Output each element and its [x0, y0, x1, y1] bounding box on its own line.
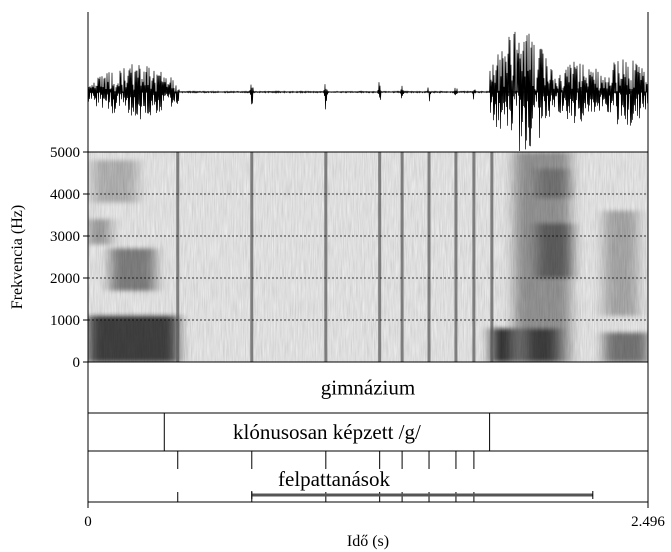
y-axis-label: Frekvencia (Hz) — [9, 205, 26, 309]
waveform-panel — [87, 12, 649, 152]
x-axis: 0 2.496 — [84, 502, 665, 530]
x-tick-label-2: 2.496 — [631, 514, 665, 530]
x-axis-label: Idő (s) — [347, 533, 389, 550]
waveform-signal — [87, 31, 649, 152]
tier-1-interval-label-1: gimnázium — [321, 376, 415, 400]
y-tick-label-6: 5000 — [50, 145, 80, 161]
annotation-tiers: gimnázium klónusosan képzett /g/felpattan… — [87, 362, 649, 503]
spectrogram-panel: 0 1000 2000 3000 4000 5000 Frekvencia (Hz) — [9, 145, 649, 371]
y-tick-label-5: 4000 — [50, 187, 80, 203]
y-tick-label-1: 0 — [73, 355, 81, 371]
spectrogram-frame — [87, 151, 649, 363]
x-tick-label-1: 0 — [84, 514, 92, 530]
y-tick-label-2: 1000 — [50, 313, 80, 329]
y-tick-label-4: 3000 — [50, 229, 80, 245]
y-tick-label-3: 2000 — [50, 271, 80, 287]
tier-3-label: felpattanások — [278, 467, 390, 491]
spectrogram-noise — [88, 152, 648, 362]
tier-2-interval-label-2: klónusosan képzett /g/ — [233, 420, 421, 444]
